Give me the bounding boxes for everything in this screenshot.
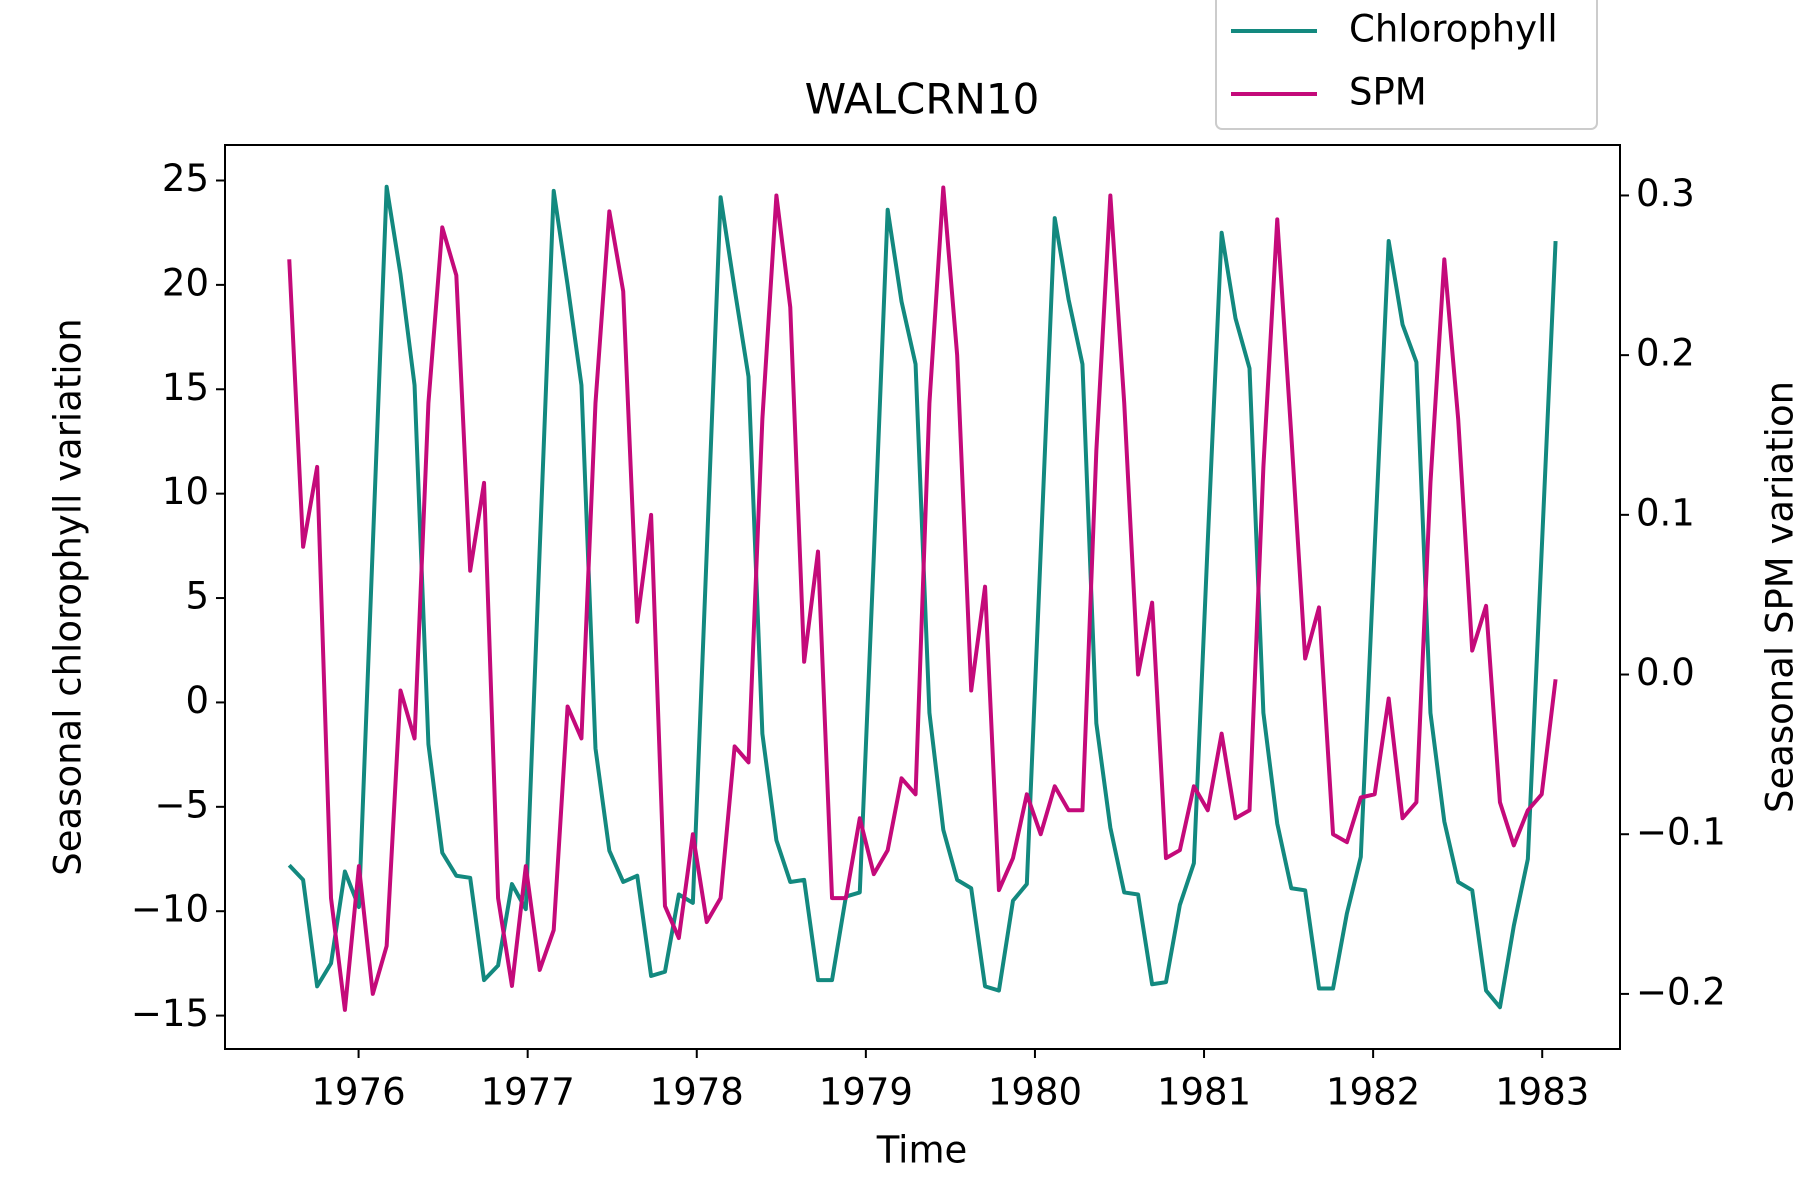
x-tick-label: 1976 bbox=[311, 1071, 405, 1114]
y2-tick-label: −0.1 bbox=[1636, 811, 1726, 854]
y2-tick-label: −0.2 bbox=[1636, 970, 1726, 1013]
y-tick-label: 5 bbox=[185, 575, 209, 618]
y2-axis-label: Seasonal SPM variation bbox=[1759, 381, 1800, 813]
y-tick-label: 25 bbox=[162, 157, 209, 200]
y-tick-label: 0 bbox=[185, 679, 209, 722]
x-tick-label: 1983 bbox=[1495, 1071, 1589, 1114]
x-axis-label: Time bbox=[876, 1129, 968, 1172]
y-tick-label: 15 bbox=[162, 366, 209, 409]
legend-label: SPM bbox=[1349, 71, 1427, 114]
plot-frame bbox=[224, 144, 1621, 1050]
x-tick-label: 1977 bbox=[481, 1071, 575, 1114]
y2-tick-label: 0.3 bbox=[1636, 172, 1695, 215]
series-line bbox=[287, 185, 1558, 1012]
series-line bbox=[287, 184, 1558, 1010]
x-tick-label: 1981 bbox=[1157, 1071, 1251, 1114]
x-tick-label: 1979 bbox=[819, 1071, 913, 1114]
x-tick-label: 1978 bbox=[650, 1071, 744, 1114]
y-tick-label: −5 bbox=[154, 783, 209, 826]
y2-tick-label: 0.2 bbox=[1636, 332, 1695, 375]
x-tick-label: 1982 bbox=[1326, 1071, 1420, 1114]
x-tick-label: 1980 bbox=[988, 1071, 1082, 1114]
y-tick-label: 10 bbox=[162, 470, 209, 513]
y-axis-label: Seasonal chlorophyll variation bbox=[47, 318, 90, 876]
y-tick-label: 20 bbox=[162, 261, 209, 304]
chart-title: WALCRN10 bbox=[805, 75, 1040, 124]
legend-label: Chlorophyll bbox=[1349, 8, 1558, 51]
y2-tick-label: 0.0 bbox=[1636, 651, 1695, 694]
y-tick-label: −15 bbox=[131, 992, 209, 1035]
y2-tick-label: 0.1 bbox=[1636, 491, 1695, 534]
y-tick-label: −10 bbox=[131, 888, 209, 931]
